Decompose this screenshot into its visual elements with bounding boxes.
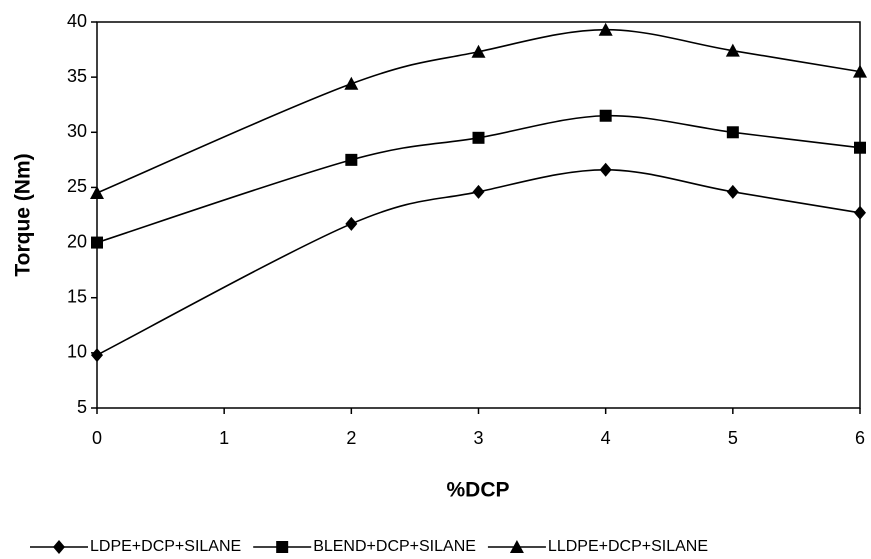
y-tick-label: 15	[67, 286, 87, 306]
marker	[598, 22, 613, 36]
legend-label: LDPE+DCP+SILANE	[90, 538, 241, 555]
marker	[726, 126, 739, 139]
x-tick-label: 0	[92, 428, 102, 448]
y-tick-label: 35	[67, 66, 87, 86]
y-tick-label: 5	[77, 397, 87, 417]
marker	[599, 109, 612, 122]
marker	[472, 131, 485, 144]
x-tick-label: 1	[219, 428, 229, 448]
x-tick-label: 5	[728, 428, 738, 448]
x-tick-label: 3	[473, 428, 483, 448]
legend-label: BLEND+DCP+SILANE	[313, 538, 476, 555]
series-line	[96, 168, 861, 356]
legend-label: LLDPE+DCP+SILANE	[548, 538, 708, 555]
marker	[53, 540, 65, 554]
marker	[91, 236, 103, 249]
x-axis-title: %DCP	[446, 479, 509, 502]
marker	[90, 185, 104, 199]
plot-frame	[96, 21, 861, 409]
marker	[345, 216, 358, 231]
y-axis-title: Torque (Nm)	[12, 153, 35, 276]
marker	[725, 43, 740, 57]
legend-entry: LDPE+DCP+SILANE	[30, 538, 241, 555]
y-tick-label: 20	[67, 231, 87, 251]
marker	[509, 540, 524, 553]
y-tick-label: 10	[67, 342, 87, 362]
marker	[853, 64, 867, 78]
marker	[276, 541, 289, 553]
marker	[854, 141, 866, 154]
marker	[726, 184, 739, 199]
legend-entry: LLDPE+DCP+SILANE	[487, 538, 708, 555]
marker	[344, 76, 359, 90]
x-tick-label: 4	[601, 428, 611, 448]
legend-entry: BLEND+DCP+SILANE	[253, 538, 476, 555]
marker	[472, 184, 485, 199]
marker	[471, 44, 486, 58]
marker	[91, 348, 103, 363]
y-tick-label: 25	[67, 176, 87, 196]
x-tick-label: 2	[346, 428, 356, 448]
series-line	[96, 28, 861, 194]
x-tick-label: 6	[855, 428, 865, 448]
y-tick-label: 30	[67, 121, 87, 141]
marker	[345, 153, 358, 166]
marker	[854, 205, 866, 220]
y-tick-label: 40	[67, 11, 87, 31]
marker	[599, 162, 612, 177]
